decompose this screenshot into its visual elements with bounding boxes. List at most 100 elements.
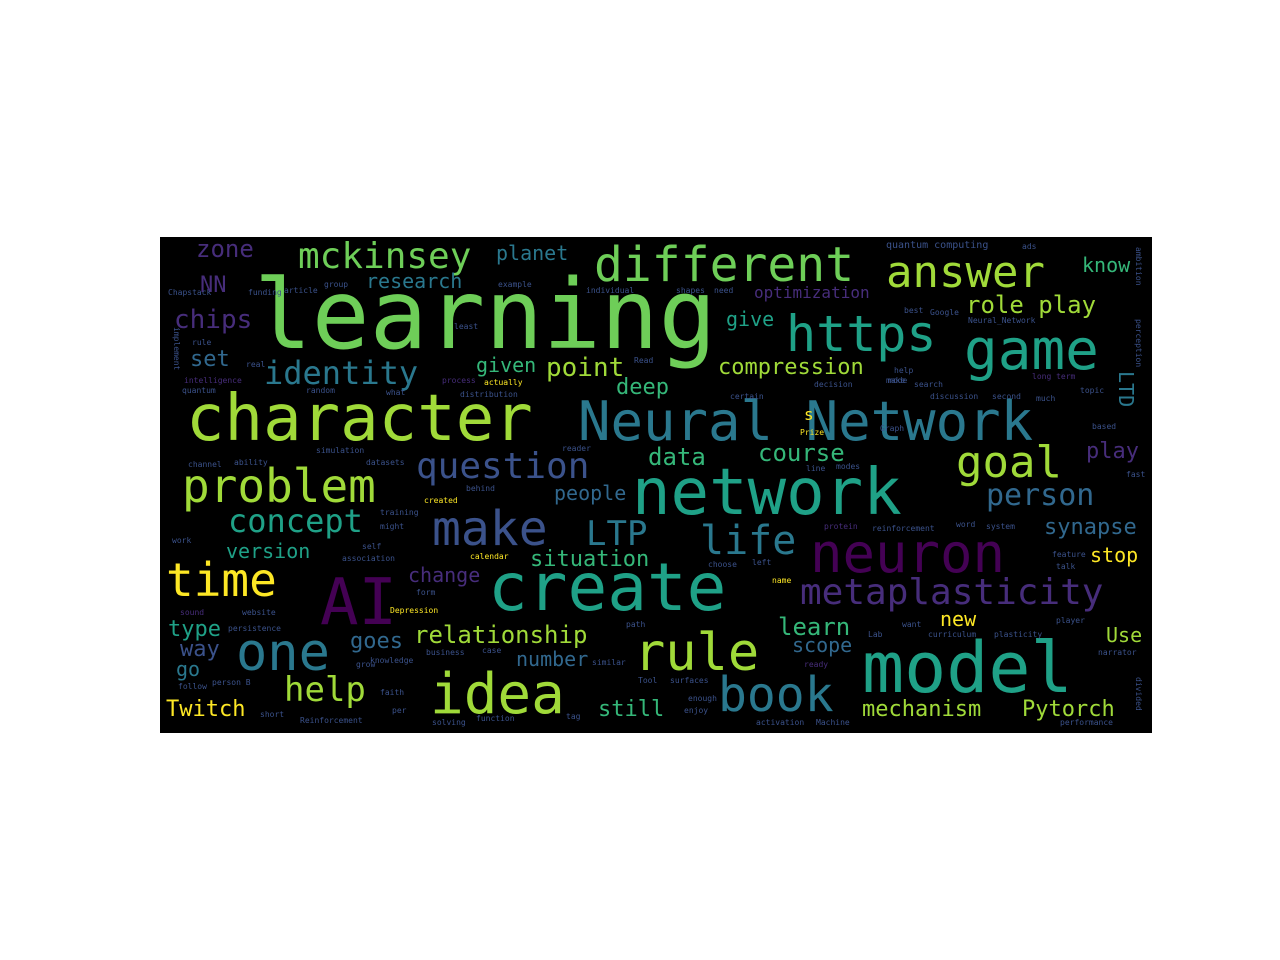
word-certain: certain (730, 392, 764, 401)
word-metaplasticity: metaplasticity (800, 572, 1104, 613)
word-tag: tag (566, 712, 581, 721)
word-article: article (284, 286, 318, 295)
word-protein: protein (824, 522, 858, 531)
word-need: need (714, 286, 734, 295)
word-based: based (1092, 422, 1117, 431)
word-name: name (772, 576, 792, 585)
word-give: give (726, 307, 775, 331)
word-example: example (498, 280, 532, 289)
word-individual: individual (586, 286, 635, 295)
word-word: word (956, 520, 976, 529)
word-implement: implement (172, 327, 181, 371)
word-goes: goes (350, 629, 403, 654)
word-line: line (806, 464, 826, 473)
word-actually: actually (484, 378, 523, 387)
word-know: know (1082, 253, 1131, 277)
word-distribution: distribution (460, 390, 518, 399)
word-problem: problem (182, 459, 376, 513)
word-form: form (416, 588, 436, 597)
word-identity: identity (264, 354, 419, 392)
word-enjoy: enjoy (684, 706, 709, 715)
word-depression: Depression (390, 606, 439, 615)
word-neural-network-tag: Neural_Network (968, 316, 1036, 325)
word-mode: mode (888, 376, 908, 385)
word-modes: modes (836, 462, 861, 471)
word-optimization: optimization (754, 283, 870, 302)
word-synapse: synapse (1044, 515, 1137, 540)
word-shapes: shapes (676, 286, 705, 295)
word-question: question (416, 446, 590, 487)
word-compression: compression (718, 355, 864, 380)
word-narrator: narrator (1098, 648, 1137, 657)
word-character: character (186, 382, 533, 456)
word-calendar: calendar (470, 552, 509, 561)
word-concept: concept (228, 502, 363, 540)
word-zone: zone (196, 237, 254, 263)
word-chips: chips (174, 305, 253, 335)
word-s: s (804, 405, 814, 424)
word-time: time (166, 553, 277, 607)
word-least: least (454, 322, 479, 331)
word-activation: activation (756, 718, 805, 727)
word-deep: deep (616, 375, 669, 400)
word-reader: reader (562, 444, 591, 453)
word-network: network (632, 456, 902, 530)
word-graph: Graph (880, 424, 905, 433)
word-situation: situation (530, 547, 650, 572)
word-decision: decision (814, 380, 853, 389)
word-model: model (862, 627, 1073, 709)
word-idea: idea (430, 662, 565, 727)
word-might: might (380, 522, 405, 531)
word-course: course (758, 439, 845, 467)
word-discussion: discussion (930, 392, 979, 401)
word-short: short (260, 710, 285, 719)
word-neuron: neuron (810, 522, 1006, 585)
word-fast: fast (1126, 470, 1146, 479)
word-case: case (482, 646, 502, 655)
word-life: life (700, 518, 797, 564)
word-version: version (226, 539, 311, 563)
word-ready: ready (804, 660, 829, 669)
word-created: created (424, 496, 458, 505)
word-best: best (904, 306, 924, 315)
word-association: association (342, 554, 395, 563)
word-follow: follow (178, 682, 207, 691)
word-make-small: make (886, 376, 906, 385)
word-tool: Tool (638, 676, 658, 685)
word-faith: faith (380, 688, 405, 697)
word-system: system (986, 522, 1015, 531)
word-play: play (1086, 439, 1139, 464)
word-learn: learn (778, 613, 851, 641)
word-real: real (246, 360, 266, 369)
word-go: go (176, 657, 201, 681)
word-scope: scope (792, 633, 853, 657)
word-lab: Lab (868, 630, 883, 639)
word-solving: solving (432, 718, 466, 727)
word-random: random (306, 386, 335, 395)
word-people: people (554, 481, 627, 505)
word-person: person (986, 478, 1095, 513)
word-much: much (1036, 394, 1056, 403)
word-role-play: role play (966, 291, 1097, 319)
word-feature: feature (1052, 550, 1086, 559)
word-twitch: Twitch (166, 697, 246, 722)
word-ability: ability (234, 458, 268, 467)
word-nn: NN (200, 273, 227, 298)
word-left: left (752, 558, 772, 567)
word-book: book (718, 667, 834, 723)
word-learning: learning (254, 259, 717, 371)
word-create: create (488, 549, 727, 626)
word-neural-network: Neural Network (578, 390, 1034, 453)
word-behind: behind (466, 484, 495, 493)
word-search: search (914, 380, 943, 389)
word-quantum: quantum (182, 386, 216, 395)
word-divided: divided (1134, 677, 1143, 711)
word-ambition: ambition (1134, 247, 1143, 286)
word-knowledge: knowledge (370, 656, 414, 665)
word-process: process (442, 376, 476, 385)
word-want: want (902, 620, 922, 629)
word-prize: Prize (800, 428, 825, 437)
word-chapstack: Chapstack (168, 288, 212, 297)
word-rule: rule (634, 623, 760, 683)
word-function: function (476, 714, 515, 723)
